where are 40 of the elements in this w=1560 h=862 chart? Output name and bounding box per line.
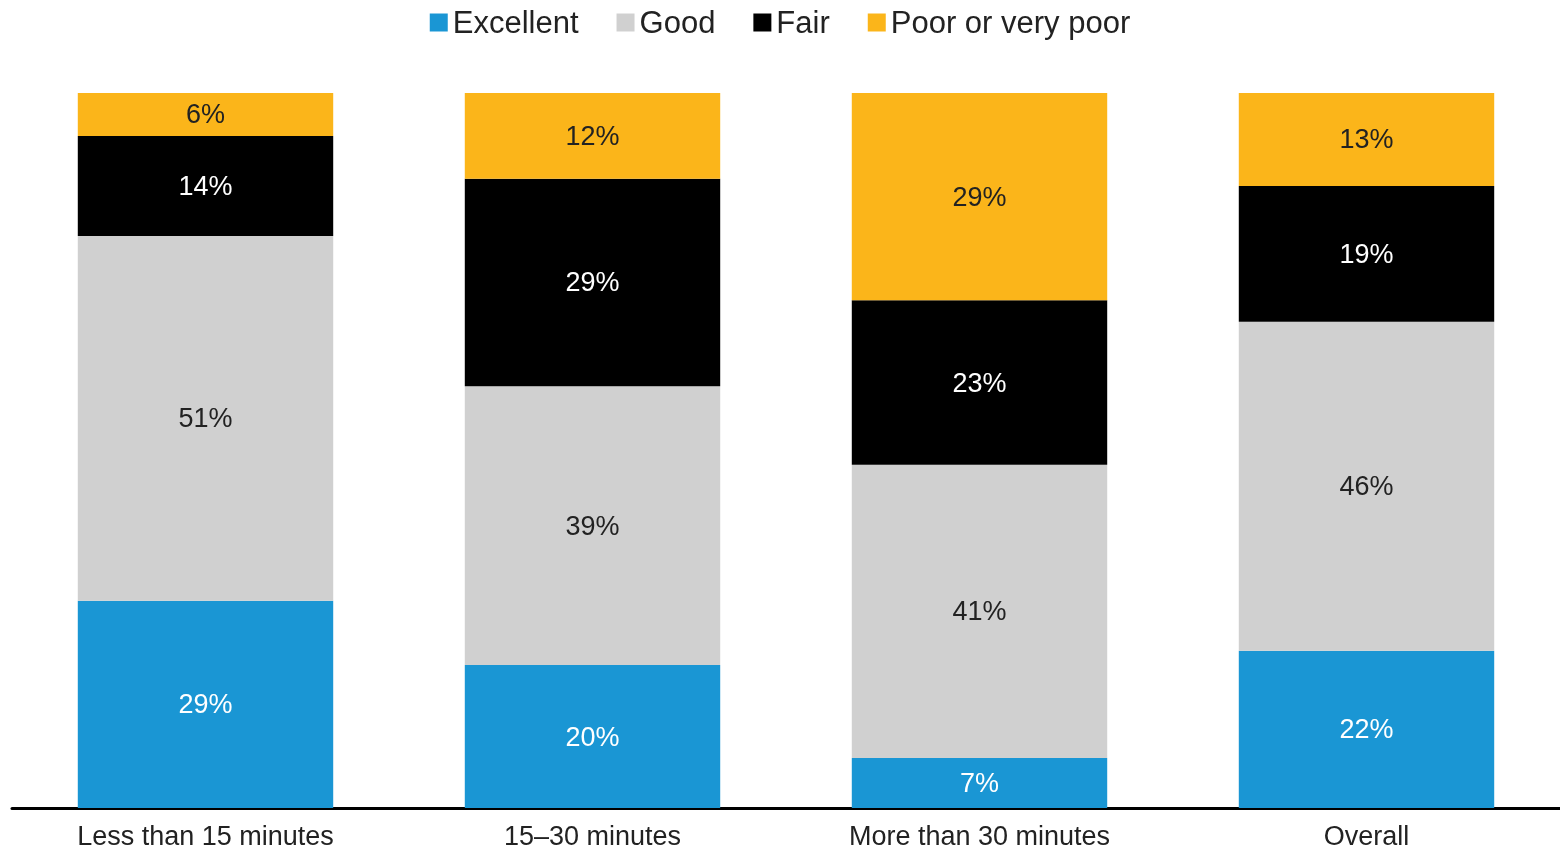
data-label: 41% [952,596,1007,627]
data-label: 14% [178,170,233,201]
x-tick-label: 15–30 minutes [503,820,682,851]
data-label: 22% [1339,714,1394,745]
bar [851,93,1108,301]
legend-label: Good [639,5,716,40]
legend-label: Excellent [452,5,579,40]
data-label: 46% [1339,471,1394,502]
legend-label: Poor or very poor [890,5,1131,40]
bar [77,236,334,601]
x-tick-label: Less than 15 minutes [77,820,334,851]
bar [1238,321,1495,651]
data-label: 29% [952,181,1007,212]
data-label: 23% [952,367,1007,398]
bar [464,93,721,179]
bar [464,386,721,665]
bar [1238,93,1495,186]
data-label: 6% [185,99,226,130]
bar [77,135,334,236]
x-tick-label: More than 30 minutes [848,820,1111,851]
x-tick-label: Overall [1323,820,1410,851]
data-label: 13% [1339,124,1394,155]
bar [77,93,334,136]
bar [851,464,1108,758]
data-label: 29% [178,689,233,720]
data-label: 19% [1339,238,1394,269]
bar [851,300,1108,465]
data-label: 12% [565,120,620,151]
bar [1238,650,1495,808]
data-label: 20% [565,721,620,752]
data-label: 39% [565,510,620,541]
bar [464,665,721,808]
bar [851,757,1108,808]
bar [1238,185,1495,322]
legend-label: Fair [776,5,830,40]
bar [77,600,334,808]
data-label: 29% [565,267,620,298]
bar [464,178,721,387]
data-label: 51% [178,403,233,434]
data-label: 7% [959,767,1000,798]
